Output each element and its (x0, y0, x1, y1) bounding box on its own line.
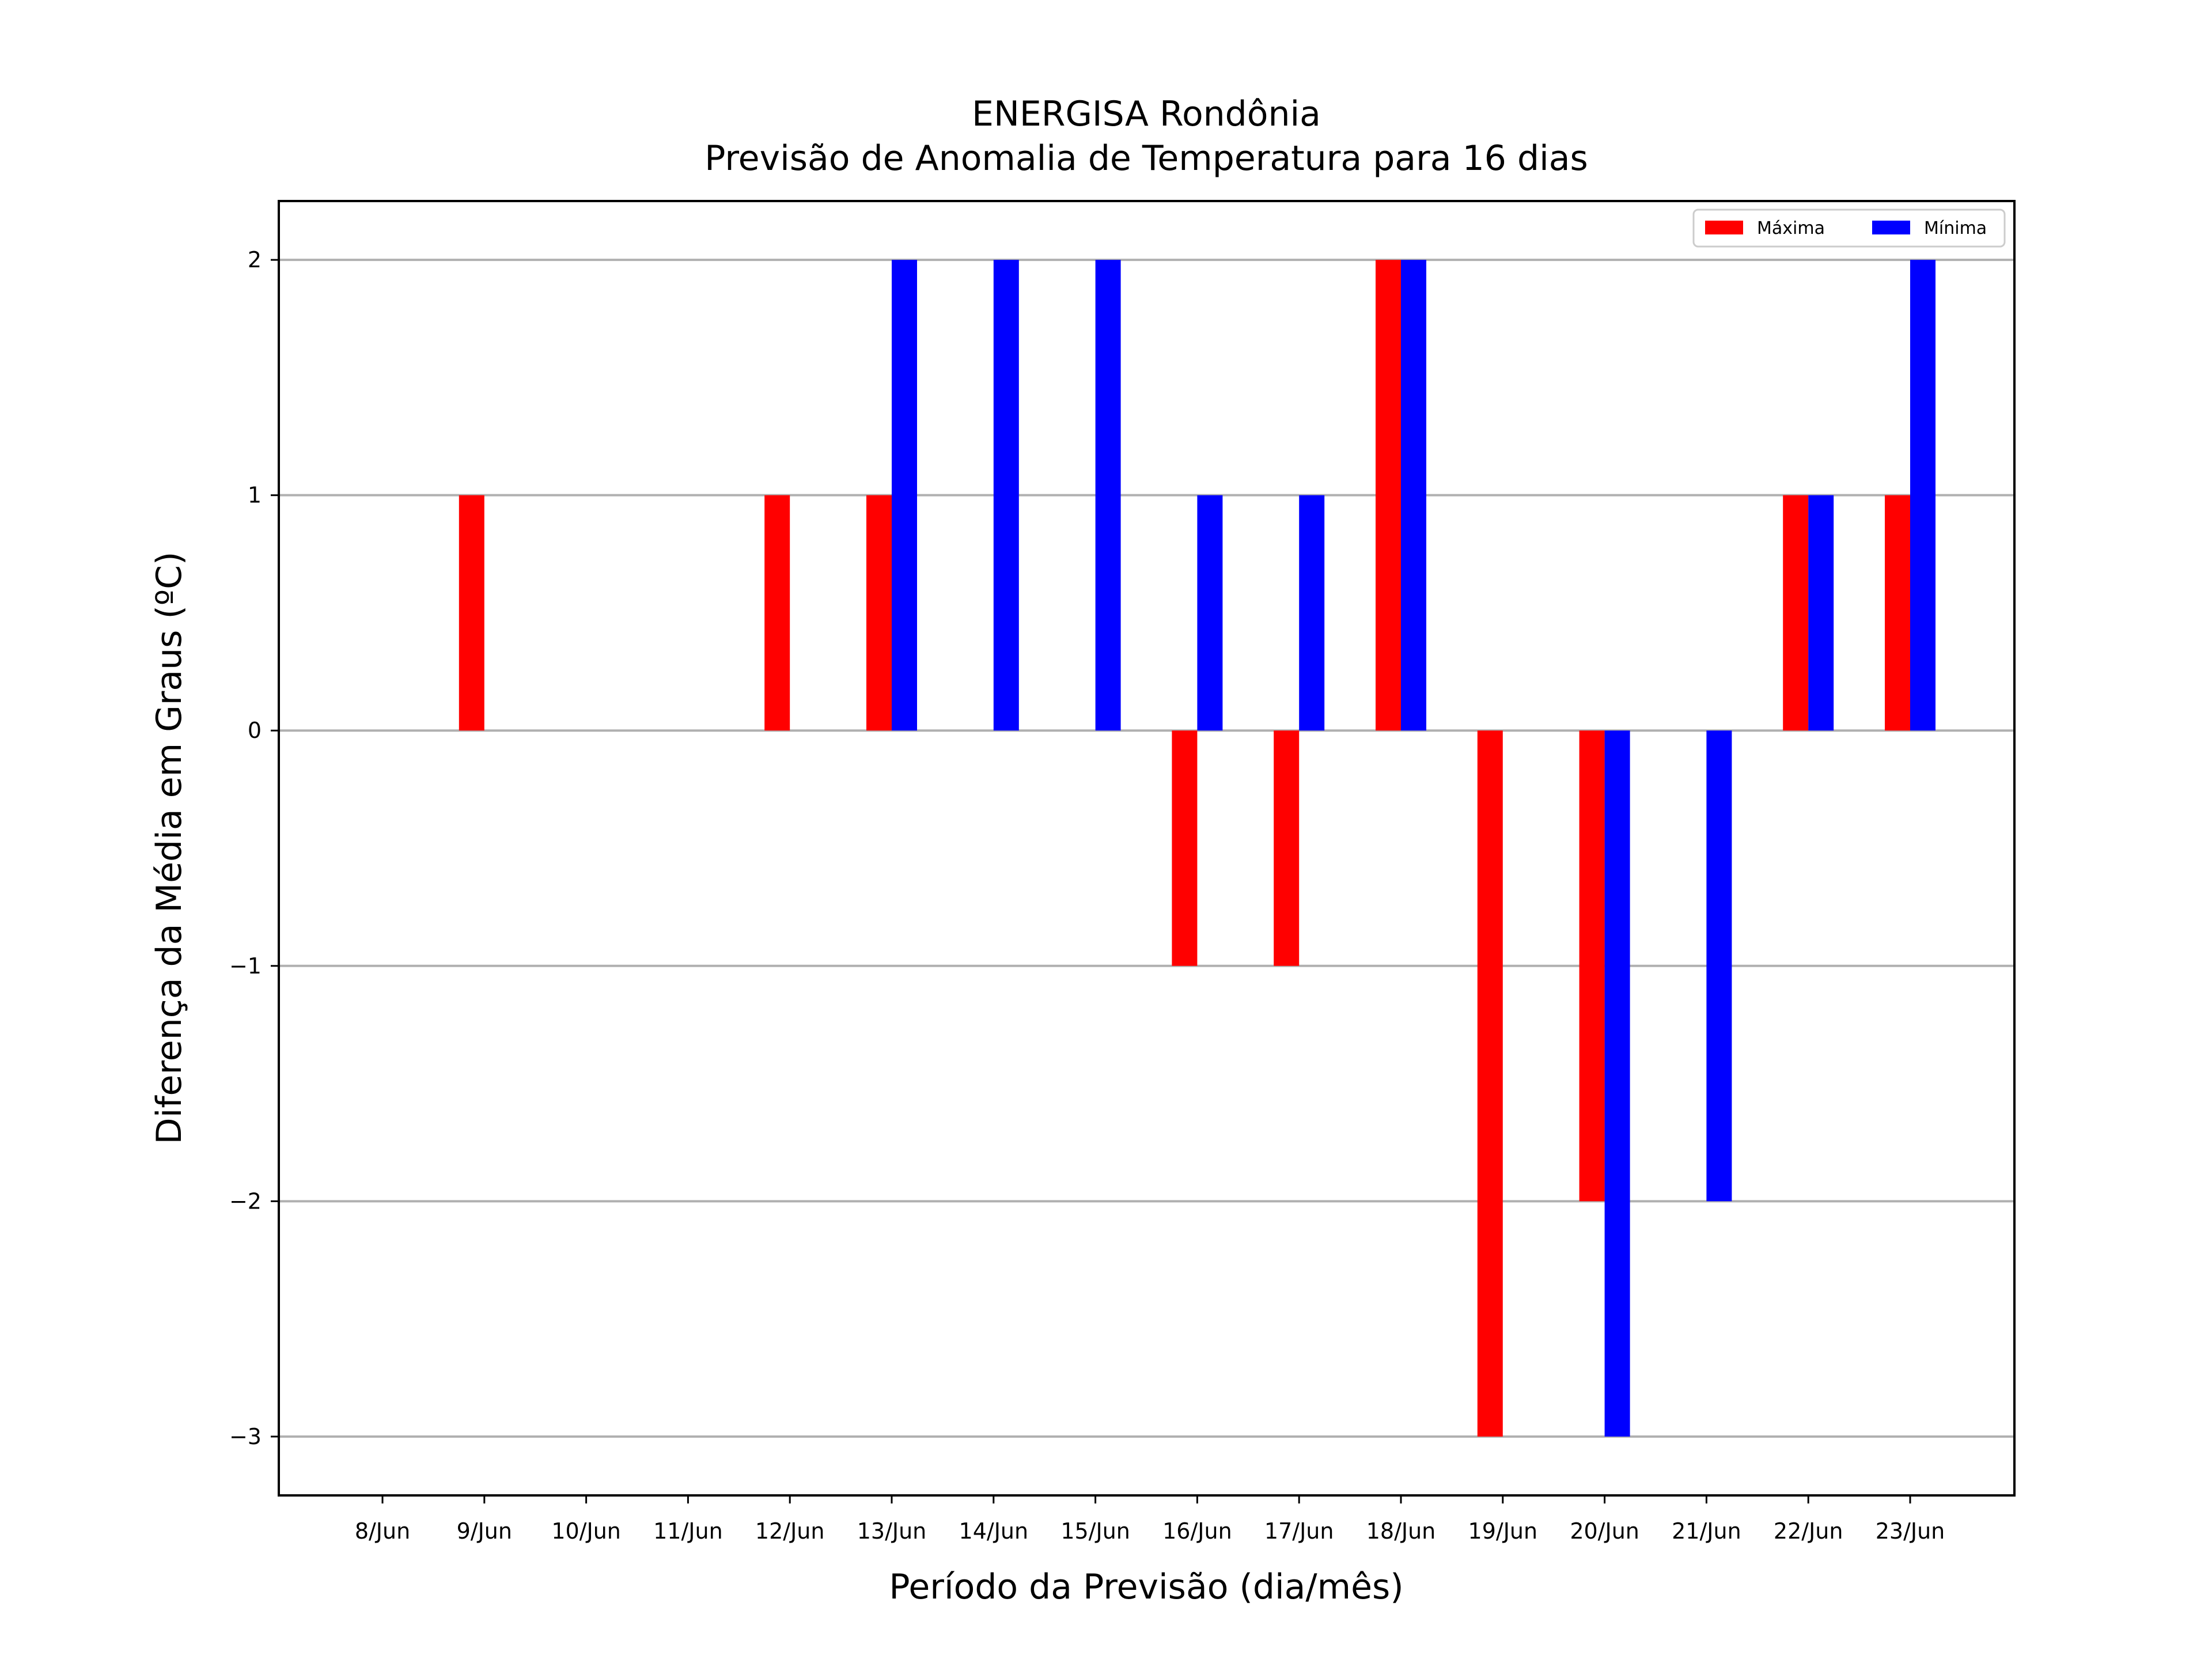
y-tick-label: −2 (229, 1188, 262, 1214)
plot-frame (278, 200, 2016, 1497)
bar-minima (892, 260, 917, 731)
bar-minima (1401, 260, 1426, 731)
y-tick-label: 1 (248, 483, 262, 508)
x-tick-label: 21/Jun (1672, 1518, 1741, 1544)
bar-maxima (1376, 260, 1401, 731)
bar-maxima (866, 495, 892, 731)
x-tick-label: 23/Jun (1876, 1518, 1945, 1544)
x-tick-label: 20/Jun (1570, 1518, 1639, 1544)
legend: Máxima Mínima (1692, 209, 2006, 248)
bar-minima (1910, 260, 1936, 731)
x-tick-label: 12/Jun (755, 1518, 825, 1544)
x-tick-label: 14/Jun (959, 1518, 1029, 1544)
y-tick-label: −3 (229, 1424, 262, 1449)
x-axis-label: Período da Previsão (dia/mês) (889, 1567, 1403, 1607)
chart-title: ENERGISA Rondônia (972, 94, 1321, 134)
x-tick-label: 9/Jun (457, 1518, 512, 1544)
legend-label-minima: Mínima (1924, 218, 1987, 238)
bar-minima (1604, 730, 1630, 1437)
bar-maxima (1885, 495, 1910, 731)
legend-swatch-maxima (1705, 221, 1743, 234)
bar-maxima (764, 495, 790, 731)
x-tick-label: 16/Jun (1162, 1518, 1232, 1544)
x-tick-label: 22/Jun (1774, 1518, 1843, 1544)
chart-subtitle: Previsão de Anomalia de Temperatura para… (704, 138, 1588, 179)
x-tick-label: 13/Jun (857, 1518, 927, 1544)
y-tick-label: 0 (248, 718, 262, 743)
y-tick-label: −1 (229, 953, 262, 979)
x-axis-ticks: 8/Jun 9/Jun 10/Jun 11/Jun 12/Jun 13/Jun 14/Jun… (355, 1495, 1945, 1544)
bar-minima (1095, 260, 1121, 731)
grid-lines (279, 259, 2014, 1438)
y-tick-label: 2 (248, 247, 262, 272)
legend-swatch-minima (1872, 221, 1910, 234)
bar-maxima (459, 495, 484, 731)
bar-minima (1299, 495, 1325, 731)
x-tick-label: 15/Jun (1060, 1518, 1130, 1544)
y-axis-label: Diferença da Média em Graus (ºC) (149, 552, 190, 1145)
x-tick-label: 19/Jun (1468, 1518, 1538, 1544)
bar-minima (1808, 495, 1834, 731)
bar-minima (1197, 495, 1223, 731)
legend-frame (1692, 209, 2006, 248)
bar-minima (1706, 730, 1732, 1202)
legend-label-maxima: Máxima (1757, 218, 1825, 238)
x-tick-label: 8/Jun (355, 1518, 410, 1544)
x-tick-label: 18/Jun (1366, 1518, 1436, 1544)
y-axis-ticks: 2 1 0 −1 −2 −3 (229, 247, 279, 1449)
x-tick-label: 11/Jun (653, 1518, 723, 1544)
bar-minima (993, 260, 1019, 731)
bar-maxima (1783, 495, 1809, 731)
x-tick-label: 17/Jun (1264, 1518, 1334, 1544)
bar-maxima (1274, 730, 1300, 966)
bars-group (459, 260, 1936, 1437)
x-tick-label: 10/Jun (551, 1518, 621, 1544)
bar-maxima (1172, 730, 1198, 966)
bar-maxima (1477, 730, 1503, 1437)
bar-maxima (1579, 730, 1605, 1202)
